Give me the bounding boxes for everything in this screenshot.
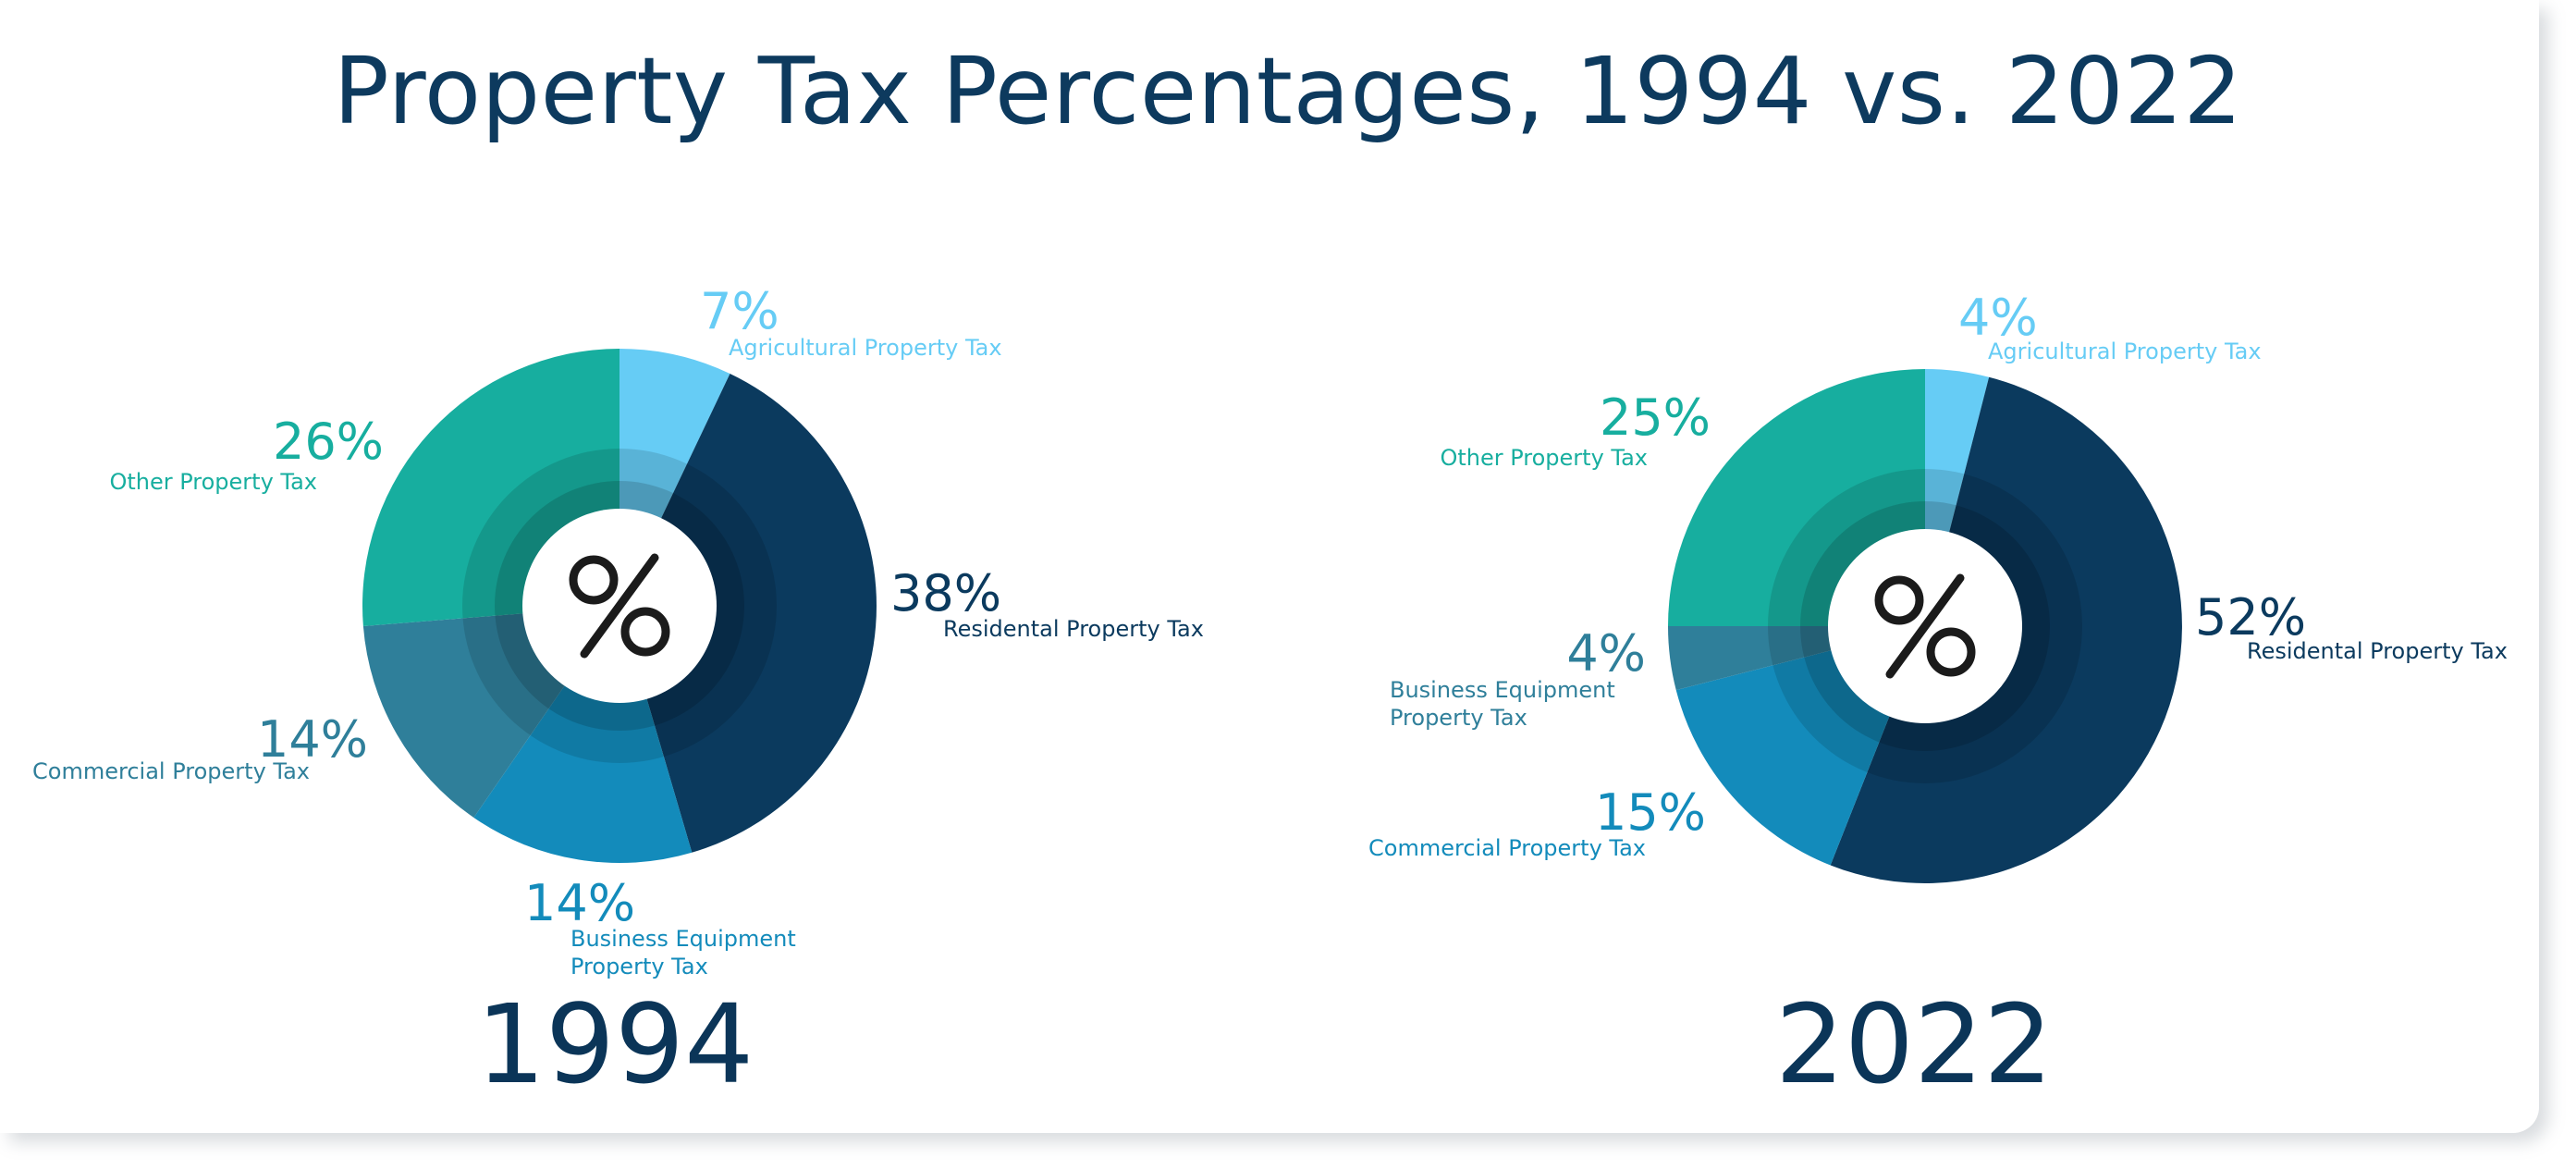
pie-chart-1994: 7%Agricultural Property Tax 38%Residental… [32, 282, 1204, 979]
slice-name-label-2022-1: Agricultural Property Tax [1988, 339, 2262, 364]
year-label-2022: 2022 [1774, 980, 2054, 1108]
slice-name-label-1994-5: Other Property Tax [109, 469, 317, 495]
slice-value-label-2022-3: 15% [1595, 783, 1706, 842]
slice-name-label-1994-3: Business Equipment Property Tax [570, 926, 796, 979]
slice-value-label-2022-1: 4% [1958, 289, 2038, 347]
slice-name-label-2022-3: Commercial Property Tax [1368, 835, 1646, 861]
slice-value-label-2022-4: 4% [1566, 624, 1646, 683]
slice-name-label-2022-5: Other Property Tax [1440, 445, 1648, 471]
year-label-1994: 1994 [475, 980, 754, 1108]
page-title: Property Tax Percentages, 1994 vs. 2022 [333, 37, 2243, 145]
slice-value-label-1994-2: 38% [890, 564, 1001, 622]
slice-value-label-1994-3: 14% [524, 874, 635, 932]
pie-chart-2022: 4%Agricultural Property Tax52%Residental… [1368, 289, 2508, 883]
slice-value-label-1994-5: 26% [273, 413, 384, 471]
slice-name-label-2022-2: Residental Property Tax [2247, 638, 2508, 664]
slice-name-label-2022-4: Business Equipment Property Tax [1390, 677, 1615, 731]
slice-value-label-2022-5: 25% [1600, 388, 1711, 447]
slice-name-label-1994-4: Commercial Property Tax [32, 758, 310, 784]
slice-value-label-2022-2: 52% [2195, 588, 2306, 647]
pie-slice-1994-2 [619, 373, 877, 853]
slice-value-label-1994-4: 14% [257, 710, 368, 769]
slice-value-label-1994-1: 7% [700, 282, 779, 340]
slice-name-label-1994-1: Agricultural Property Tax [729, 335, 1002, 361]
percent-icon [569, 553, 670, 659]
percent-icon [1874, 573, 1976, 679]
slice-name-label-1994-2: Residental Property Tax [943, 616, 1204, 642]
